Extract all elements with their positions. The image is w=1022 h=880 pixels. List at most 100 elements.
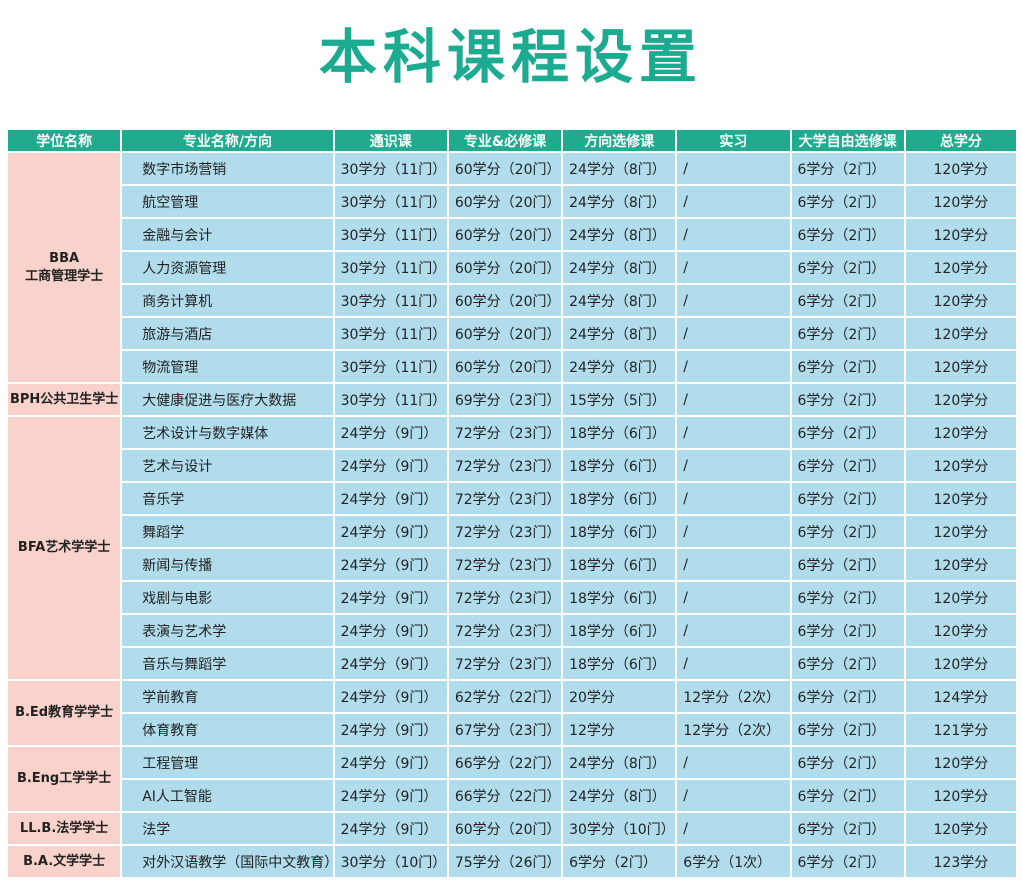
required-credits-cell: 75学分（26门） (448, 846, 562, 877)
degree-label: BBA (49, 250, 80, 266)
free-elective-cell: 6学分（2门） (791, 153, 904, 184)
header-required: 专业&必修课 (448, 130, 562, 151)
total-credits-cell: 120学分 (905, 384, 1016, 415)
total-credits-cell: 120学分 (905, 780, 1016, 811)
elective-credits-cell: 24学分（8门） (563, 747, 676, 778)
header-internship: 实习 (677, 130, 790, 151)
free-elective-cell: 6学分（2门） (791, 714, 904, 745)
free-elective-cell: 6学分（2门） (791, 615, 904, 646)
internship-cell: 6学分（1次） (677, 846, 790, 877)
total-credits-cell: 120学分 (905, 450, 1016, 481)
general-credits-cell: 30学分（11门） (334, 219, 447, 250)
elective-credits-cell: 12学分 (563, 714, 676, 745)
elective-credits-cell: 20学分 (563, 681, 676, 712)
total-credits-cell: 120学分 (905, 582, 1016, 613)
degree-label: 工商管理学士 (25, 268, 104, 284)
major-cell: AI人工智能 (122, 780, 333, 811)
required-credits-cell: 67学分（23门） (448, 714, 562, 745)
general-credits-cell: 30学分（11门） (334, 153, 447, 184)
table-row: 人力资源管理 30学分（11门） 60学分（20门） 24学分（8门）/6学分（2门）… (8, 252, 1016, 283)
major-cell: 法学 (122, 813, 333, 844)
degree-cell: BBA 工商管理学士 (8, 153, 121, 382)
internship-cell: / (677, 219, 790, 250)
free-elective-cell: 6学分（2门） (791, 582, 904, 613)
internship-cell: / (677, 549, 790, 580)
required-credits-cell: 60学分（20门） (448, 351, 562, 382)
major-cell: 金融与会计 (122, 219, 333, 250)
general-credits-cell: 30学分（11门） (334, 252, 447, 283)
general-credits-cell: 30学分（11门） (334, 186, 447, 217)
degree-label: B.A.文学学士 (23, 853, 106, 869)
degree-label: B.Eng工学学士 (16, 771, 112, 786)
general-credits-cell: 24学分（9门） (334, 483, 447, 514)
required-credits-cell: 66学分（22门） (448, 780, 562, 811)
degree-label: BPH公共卫生学士 (9, 391, 119, 407)
table-row: 新闻与传播 24学分（9门） 72学分（23门） 18学分（6门）/6学分（2门） 12… (8, 549, 1016, 580)
free-elective-cell: 6学分（2门） (791, 219, 904, 250)
degree-label: LL.B.法学学士 (19, 820, 109, 836)
internship-cell: / (677, 516, 790, 547)
free-elective-cell: 6学分（2门） (791, 186, 904, 217)
free-elective-cell: 6学分（2门） (791, 384, 904, 415)
free-elective-cell: 6学分（2门） (791, 516, 904, 547)
required-credits-cell: 72学分（23门） (448, 648, 562, 679)
general-credits-cell: 24学分（9门） (334, 648, 447, 679)
table-body: BBA 工商管理学士 数字市场营销 30学分（11门） 60学分（20门） 24学分（8门… (8, 153, 1016, 877)
general-credits-cell: 30学分（11门） (334, 285, 447, 316)
required-credits-cell: 60学分（20门） (448, 813, 562, 844)
elective-credits-cell: 18学分（6门） (563, 417, 676, 448)
degree-cell: B.Eng工学学士 (8, 747, 121, 811)
table-row: 物流管理 30学分（11门） 60学分（20门） 24学分（8门）/6学分（2门） 12… (8, 351, 1016, 382)
total-credits-cell: 120学分 (905, 285, 1016, 316)
major-cell: 体育教育 (122, 714, 333, 745)
elective-credits-cell: 15学分（5门） (563, 384, 676, 415)
elective-credits-cell: 24学分（8门） (563, 318, 676, 349)
major-cell: 物流管理 (122, 351, 333, 382)
general-credits-cell: 24学分（9门） (334, 450, 447, 481)
free-elective-cell: 6学分（2门） (791, 483, 904, 514)
total-credits-cell: 120学分 (905, 549, 1016, 580)
internship-cell: / (677, 483, 790, 514)
header-major: 专业名称/方向 (122, 130, 333, 151)
total-credits-cell: 120学分 (905, 483, 1016, 514)
general-credits-cell: 24学分（9门） (334, 780, 447, 811)
table-row: 金融与会计 30学分（11门） 60学分（20门） 24学分（8门）/6学分（2门） 1… (8, 219, 1016, 250)
required-credits-cell: 72学分（23门） (448, 417, 562, 448)
internship-cell: / (677, 450, 790, 481)
internship-cell: / (677, 318, 790, 349)
major-cell: 商务计算机 (122, 285, 333, 316)
free-elective-cell: 6学分（2门） (791, 813, 904, 844)
free-elective-cell: 6学分（2门） (791, 780, 904, 811)
degree-cell: B.Ed教育学学士 (8, 681, 121, 745)
major-cell: 对外汉语教学（国际中文教育） (122, 846, 333, 877)
required-credits-cell: 72学分（23门） (448, 549, 562, 580)
table-row: 体育教育 24学分（9门） 67学分（23门） 12学分 12学分（2次） 6学分（2门）… (8, 714, 1016, 745)
required-credits-cell: 60学分（20门） (448, 219, 562, 250)
header-elective: 方向选修课 (563, 130, 676, 151)
required-credits-cell: 60学分（20门） (448, 318, 562, 349)
free-elective-cell: 6学分（2门） (791, 351, 904, 382)
degree-cell: BPH公共卫生学士 (8, 384, 121, 415)
table-row: B.Eng工学学士 工程管理 24学分（9门） 66学分（22门） 24学分（8门）/6… (8, 747, 1016, 811)
header-row: 学位名称 专业名称/方向 通识课 专业&必修课 方向选修课 实习 大学自由选修课… (8, 130, 1016, 151)
elective-credits-cell: 24学分（8门） (563, 285, 676, 316)
elective-credits-cell: 24学分（8门） (563, 153, 676, 184)
degree-cell: B.A.文学学士 (8, 846, 121, 877)
free-elective-cell: 6学分（2门） (791, 549, 904, 580)
total-credits-cell: 120学分 (905, 417, 1016, 448)
internship-cell: / (677, 252, 790, 283)
internship-cell: / (677, 780, 790, 811)
table-row: 航空管理 30学分（11门） 60学分（20门） 24学分（8门）/6学分（2门） 12… (8, 186, 1016, 217)
header-total: 总学分 (905, 130, 1016, 151)
total-credits-cell: 124学分 (905, 681, 1016, 712)
table-row: B.Ed教育学学士 学前教育 24学分（9门） 62学分（22门） 20学分 12学分（2… (8, 681, 1016, 745)
major-cell: 大健康促进与医疗大数据 (122, 384, 333, 415)
free-elective-cell: 6学分（2门） (791, 747, 904, 778)
major-cell: 新闻与传播 (122, 549, 333, 580)
total-credits-cell: 120学分 (905, 813, 1016, 844)
free-elective-cell: 6学分（2门） (791, 648, 904, 679)
page-title: 本科课程设置 (318, 23, 703, 91)
major-cell: 航空管理 (122, 186, 333, 217)
curriculum-table: 学位名称 专业名称/方向 通识课 专业&必修课 方向选修课 实习 大学自由选修课… (6, 128, 1018, 879)
elective-credits-cell: 24学分（8门） (563, 219, 676, 250)
